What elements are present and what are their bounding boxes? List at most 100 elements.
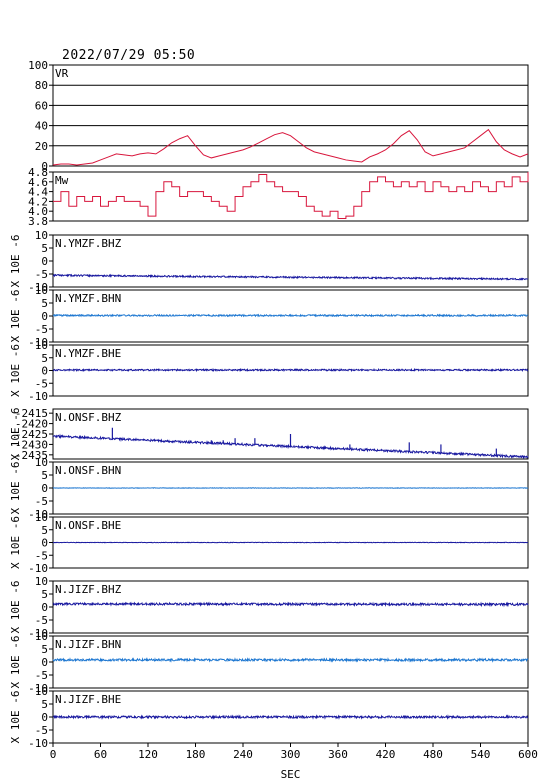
chart-header-datetime: 2022/07/29 05:50 bbox=[62, 48, 196, 63]
panel-label-ymzf-bhe: N.YMZF.BHE bbox=[55, 347, 121, 360]
ytick-label-onsf-bhe-0: -10 bbox=[28, 562, 48, 575]
ytick-label-ymzf-bhn-4: 10 bbox=[35, 284, 48, 297]
ytick-label-mw-5: 4.8 bbox=[28, 166, 48, 179]
ytick-label-ymzf-bhn-1: -5 bbox=[35, 323, 48, 336]
trace-line-onsf-bhn bbox=[52, 487, 529, 489]
xtick-label-4: 240 bbox=[233, 748, 253, 761]
ytick-label-mw-4: 4.6 bbox=[28, 176, 48, 189]
xtick-label-6: 360 bbox=[328, 748, 348, 761]
ytick-label-ymzf-bhe-3: 5 bbox=[41, 352, 48, 365]
ytick-label-jizf-bhz-1: -5 bbox=[35, 614, 48, 627]
ytick-label-onsf-bhn-1: -5 bbox=[35, 495, 48, 508]
panel-label-jizf-bhe: N.JIZF.BHE bbox=[55, 693, 121, 706]
unit-label-onsf-bhz: X 10E -6 bbox=[9, 408, 22, 461]
trace-line-jizf-bhn bbox=[52, 657, 529, 663]
ytick-label-onsf-bhn-0: -10 bbox=[28, 508, 48, 521]
ytick-label-ymzf-bhn-3: 5 bbox=[41, 297, 48, 310]
ytick-label-ymzf-bhz-2: 0 bbox=[41, 255, 48, 268]
xtick-label-8: 480 bbox=[423, 748, 443, 761]
panel-frame-mw bbox=[52, 171, 529, 222]
ytick-label-jizf-bhe-1: -5 bbox=[35, 724, 48, 737]
ytick-label-ymzf-bhz-4: 10 bbox=[35, 229, 48, 242]
ytick-label-jizf-bhe-3: 5 bbox=[41, 698, 48, 711]
ytick-label-ymzf-bhn-0: -10 bbox=[28, 336, 48, 349]
ytick-label-vr-3: 60 bbox=[35, 99, 48, 112]
x-axis-label: SEC bbox=[281, 768, 301, 781]
xtick-label-0: 0 bbox=[50, 748, 57, 761]
ytick-label-jizf-bhn-1: -5 bbox=[35, 669, 48, 682]
ytick-label-onsf-bhe-1: -5 bbox=[35, 549, 48, 562]
unit-label-onsf-bhe: X 10E -6 bbox=[9, 516, 22, 569]
xtick-label-5: 300 bbox=[281, 748, 301, 761]
ytick-label-jizf-bhe-2: 0 bbox=[41, 711, 48, 724]
unit-label-jizf-bhe: X 10E -6 bbox=[9, 691, 22, 744]
ytick-label-onsf-bhz-0: -2415 bbox=[15, 407, 48, 420]
xtick-label-1: 60 bbox=[94, 748, 107, 761]
ytick-label-onsf-bhe-2: 0 bbox=[41, 537, 48, 550]
ytick-label-jizf-bhn-0: -10 bbox=[28, 682, 48, 695]
ytick-label-vr-5: 100 bbox=[28, 59, 48, 72]
unit-label-ymzf-bhz: X 10E -6 bbox=[9, 235, 22, 288]
ytick-label-ymzf-bhe-0: -10 bbox=[28, 390, 48, 403]
ytick-label-jizf-bhn-4: 10 bbox=[35, 630, 48, 643]
unit-label-jizf-bhn: X 10E -6 bbox=[9, 636, 22, 689]
ytick-label-jizf-bhz-0: -10 bbox=[28, 627, 48, 640]
ytick-label-onsf-bhn-3: 5 bbox=[41, 469, 48, 482]
xtick-label-10: 600 bbox=[518, 748, 538, 761]
panel-frame-vr bbox=[52, 64, 529, 167]
ytick-label-onsf-bhn-4: 10 bbox=[35, 456, 48, 469]
panel-frame-ymzf-bhz bbox=[52, 234, 529, 288]
panel-label-onsf-bhe: N.ONSF.BHE bbox=[55, 519, 121, 532]
ytick-label-mw-1: 4.0 bbox=[28, 205, 48, 218]
ytick-label-ymzf-bhz-3: 5 bbox=[41, 242, 48, 255]
ytick-label-jizf-bhz-3: 5 bbox=[41, 588, 48, 601]
trace-line-onsf-bhz bbox=[52, 433, 529, 460]
panel-frame-jizf-bhn bbox=[52, 635, 529, 689]
panel-label-vr: VR bbox=[55, 67, 69, 80]
ytick-label-vr-2: 40 bbox=[35, 120, 48, 133]
ytick-label-onsf-bhz-2: -2425 bbox=[15, 428, 48, 441]
ytick-label-vr-0: 0 bbox=[41, 160, 48, 173]
ytick-label-onsf-bhn-2: 0 bbox=[41, 482, 48, 495]
panel-label-jizf-bhz: N.JIZF.BHZ bbox=[55, 583, 122, 596]
panel-frame-jizf-bhz bbox=[52, 580, 529, 634]
series-line-vr bbox=[52, 128, 529, 166]
trace-line-ymzf-bhn bbox=[52, 313, 529, 318]
xtick-label-3: 180 bbox=[186, 748, 206, 761]
ytick-label-onsf-bhz-3: -2430 bbox=[15, 438, 48, 451]
ytick-label-mw-2: 4.2 bbox=[28, 195, 48, 208]
ytick-label-ymzf-bhe-4: 10 bbox=[35, 339, 48, 352]
ytick-label-onsf-bhz-4: -2435 bbox=[15, 449, 48, 462]
panel-label-ymzf-bhn: N.YMZF.BHN bbox=[55, 292, 121, 305]
ytick-label-jizf-bhn-3: 5 bbox=[41, 643, 48, 656]
xtick-label-2: 120 bbox=[138, 748, 158, 761]
trace-line-jizf-bhe bbox=[52, 714, 529, 720]
ytick-label-ymzf-bhz-1: -5 bbox=[35, 268, 48, 281]
panel-label-ymzf-bhz: N.YMZF.BHZ bbox=[55, 237, 122, 250]
panel-label-onsf-bhz: N.ONSF.BHZ bbox=[55, 411, 122, 424]
ytick-label-mw-3: 4.4 bbox=[28, 186, 48, 199]
unit-label-onsf-bhn: X 10E -6 bbox=[9, 462, 22, 515]
ytick-label-ymzf-bhe-1: -5 bbox=[35, 377, 48, 390]
xtick-label-7: 420 bbox=[376, 748, 396, 761]
ytick-label-jizf-bhz-2: 0 bbox=[41, 601, 48, 614]
ytick-label-onsf-bhz-1: -2420 bbox=[15, 418, 48, 431]
ytick-label-onsf-bhe-4: 10 bbox=[35, 511, 48, 524]
ytick-label-ymzf-bhn-2: 0 bbox=[41, 310, 48, 323]
xtick-label-9: 540 bbox=[471, 748, 491, 761]
panel-label-onsf-bhn: N.ONSF.BHN bbox=[55, 464, 121, 477]
unit-label-jizf-bhz: X 10E -6 bbox=[9, 581, 22, 634]
ytick-label-jizf-bhz-4: 10 bbox=[35, 575, 48, 588]
ytick-label-vr-4: 80 bbox=[35, 79, 48, 92]
ytick-label-jizf-bhn-2: 0 bbox=[41, 656, 48, 669]
unit-label-ymzf-bhn: X 10E -6 bbox=[9, 290, 22, 343]
ytick-label-jizf-bhe-0: -10 bbox=[28, 737, 48, 750]
ytick-label-ymzf-bhe-2: 0 bbox=[41, 365, 48, 378]
ytick-label-mw-0: 3.8 bbox=[28, 215, 48, 228]
ytick-label-jizf-bhe-4: 10 bbox=[35, 685, 48, 698]
ytick-label-vr-1: 20 bbox=[35, 140, 48, 153]
panel-label-mw: Mw bbox=[55, 174, 69, 187]
trace-line-jizf-bhz bbox=[52, 601, 529, 608]
ytick-label-onsf-bhe-3: 5 bbox=[41, 524, 48, 537]
